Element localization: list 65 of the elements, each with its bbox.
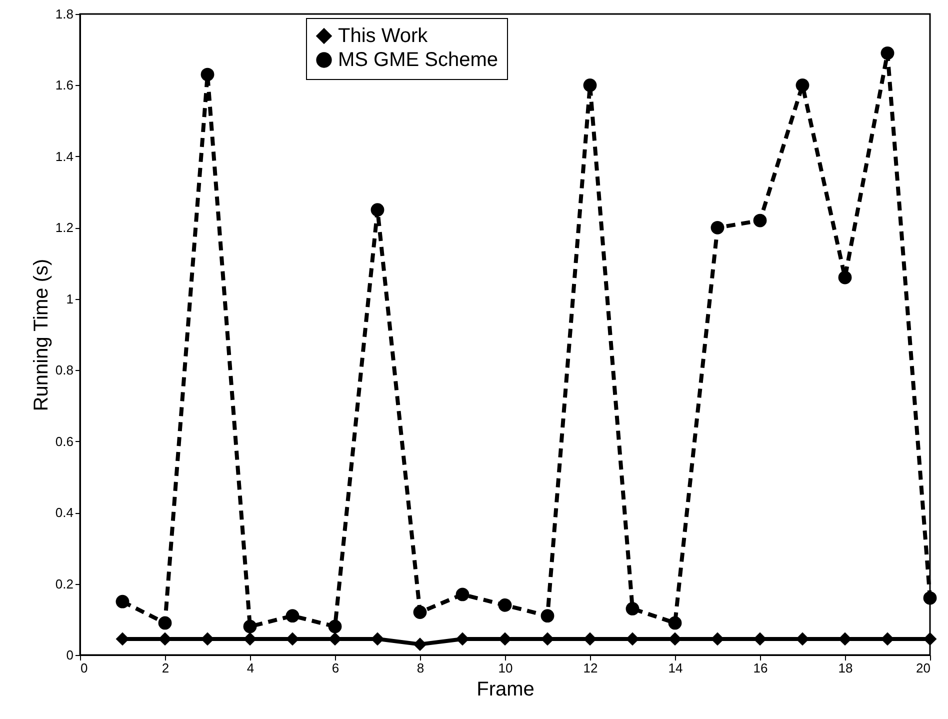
x-tick-label: 14 [668,660,683,676]
y-tick-label: 1 [66,291,74,306]
point [540,632,554,646]
point [796,78,810,92]
point [583,632,597,646]
y-tick-label: 1.2 [55,220,74,236]
x-tick-label: 4 [246,660,254,676]
point [158,616,172,630]
y-tick-label: 0.2 [55,576,74,592]
legend-label: MS GME Scheme [338,49,498,71]
x-tick-label: 2 [162,660,170,676]
point [626,632,640,646]
point [923,591,937,605]
x-tick-label: 20 [916,660,930,676]
y-axis-title: Running Time (s) [30,258,52,412]
point [116,594,130,608]
point [880,632,894,646]
point [286,632,300,646]
point [880,46,894,60]
point [540,609,554,623]
point [753,632,767,646]
point [200,632,214,646]
point [158,632,172,646]
x-axis-title: Frame [476,678,534,700]
point [413,638,427,652]
legend-label: This Work [338,25,429,47]
point [710,220,724,234]
point [498,598,512,612]
point [838,632,852,646]
y-tick-label: 0.8 [55,362,74,378]
x-tick-label: 6 [332,660,340,676]
point [838,270,852,284]
point [456,632,470,646]
point [243,620,257,634]
point [923,632,937,646]
x-tick-label: 8 [416,660,424,676]
point [498,632,512,646]
x-tick-label: 12 [583,660,598,676]
x-tick-label: 18 [838,660,853,676]
x-tick-label: 0 [80,660,88,676]
point [286,609,300,623]
point [668,616,682,630]
point [796,632,810,646]
y-tick-label: 1.8 [55,6,74,22]
y-tick-label: 1.4 [55,148,74,164]
y-tick-label: 0 [66,648,74,662]
point [456,588,470,602]
point [328,632,342,646]
y-tick-label: 0.4 [55,505,74,520]
y-tick-label: 1.6 [55,78,74,93]
point [413,606,427,619]
x-tick-label: 10 [498,660,513,676]
x-tick-label: 16 [753,660,768,676]
point [328,620,342,634]
point [583,78,597,92]
point [370,632,384,646]
point [626,602,640,616]
y-tick-label: 0.6 [55,434,74,449]
point [243,632,257,646]
point [116,632,130,646]
point [200,68,214,82]
point [668,632,682,646]
point [370,203,384,217]
point [753,214,767,228]
point [710,632,724,646]
